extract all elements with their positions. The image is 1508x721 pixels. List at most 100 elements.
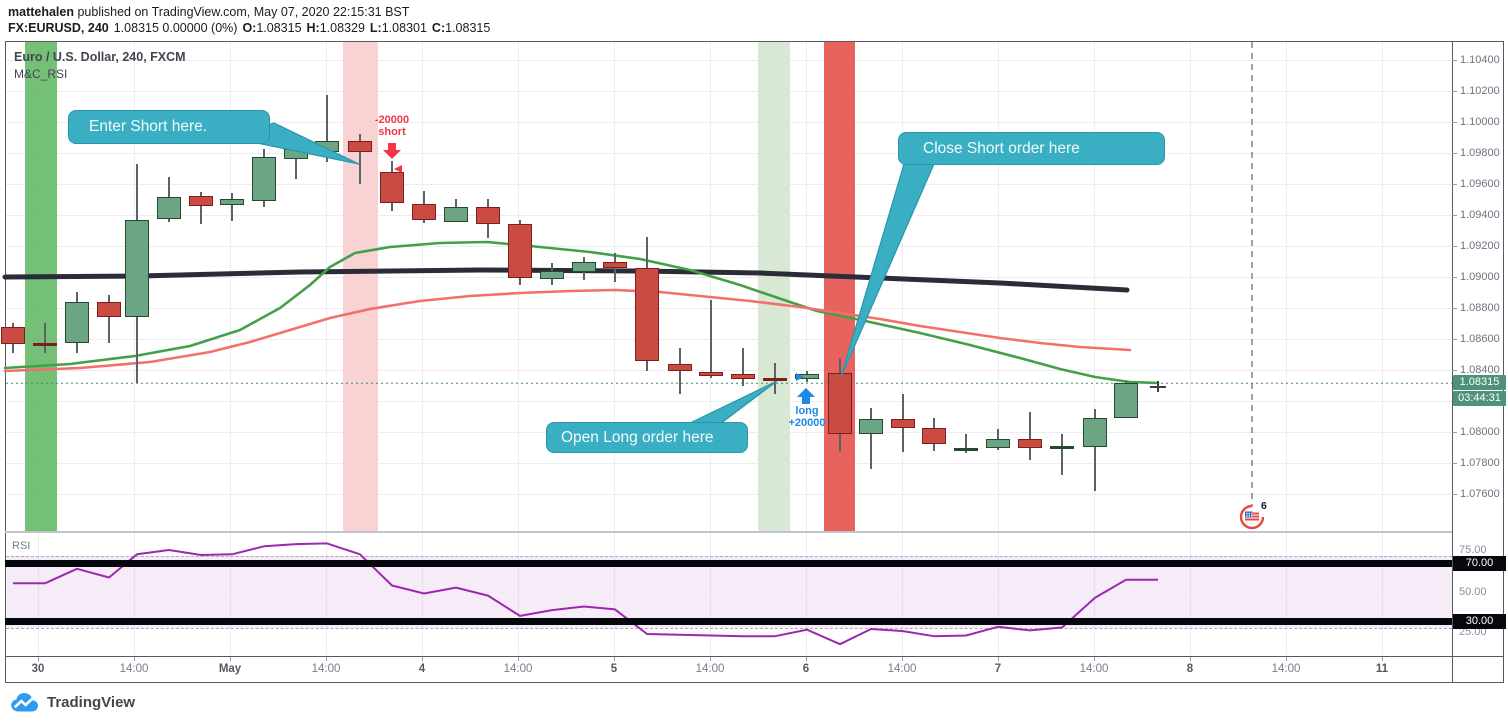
current-price-badge: 1.08315 (1453, 375, 1506, 390)
price-axis-label[interactable]: 1.08400 (1460, 364, 1500, 376)
vertical-gridline-rsi (998, 533, 999, 655)
rsi-upper-band-70 (5, 560, 1452, 567)
publish-info: mattehalen published on TradingView.com,… (8, 5, 409, 20)
horizontal-gridline (6, 277, 1452, 278)
long-entry-right-arrow-icon (796, 373, 804, 381)
vertical-gridline (518, 42, 519, 531)
candle-down (348, 140, 372, 152)
time-axis-label[interactable]: 6 (802, 663, 810, 675)
price-axis-label[interactable]: 1.10200 (1460, 85, 1500, 97)
vertical-gridline (1286, 42, 1287, 531)
rsi-axis-75[interactable]: 75.00 (1459, 544, 1487, 556)
price-axis-tick (1452, 370, 1457, 371)
short-entry-left-arrow-icon (394, 165, 402, 173)
vertical-gridline-rsi (1382, 533, 1383, 655)
time-axis-tick (1190, 657, 1191, 661)
candle-up (1114, 383, 1138, 419)
candle-wick (1094, 409, 1096, 491)
long-qty-label: long +20000 (788, 405, 826, 429)
time-axis-tick (326, 657, 327, 661)
current-bar-tick (1157, 381, 1159, 392)
time-axis-label[interactable]: 4 (418, 663, 426, 675)
candle-up (65, 302, 89, 344)
time-axis-label[interactable]: 5 (610, 663, 618, 675)
price-axis-label[interactable]: 1.10400 (1460, 54, 1500, 66)
author-name: mattehalen (8, 5, 74, 19)
candle-wick (231, 193, 233, 222)
price-axis-tick (1452, 494, 1457, 495)
vertical-gridline (422, 42, 423, 531)
price-axis-tick (1452, 463, 1457, 464)
price-axis-label[interactable]: 1.07800 (1460, 457, 1500, 469)
close-short-callout[interactable]: Close Short order here (898, 132, 1165, 165)
rsi-axis-50[interactable]: 50.00 (1459, 586, 1487, 598)
price-axis-label[interactable]: 1.08600 (1460, 333, 1500, 345)
price-axis-label[interactable]: 1.07600 (1460, 488, 1500, 500)
time-axis-label[interactable]: 7 (994, 663, 1002, 675)
time-axis-label[interactable]: 11 (1375, 663, 1389, 675)
time-axis-label[interactable]: 14:00 (311, 663, 341, 675)
candle-down (476, 207, 500, 225)
short-entry-down-arrow-icon (383, 143, 401, 159)
enter-short-callout[interactable]: Enter Short here. (68, 110, 270, 144)
horizontal-gridline (6, 246, 1452, 247)
economic-event-icon[interactable] (1238, 502, 1270, 532)
price-axis-label[interactable]: 1.10000 (1460, 116, 1500, 128)
publish-text: published on TradingView.com, May 07, 20… (74, 5, 410, 19)
time-axis-label[interactable]: 8 (1186, 663, 1194, 675)
rsi-dashed-level (6, 628, 1452, 630)
candle-down (189, 196, 213, 207)
horizontal-gridline (6, 91, 1452, 92)
time-axis-label[interactable]: 14:00 (1271, 663, 1301, 675)
vertical-gridline-rsi (1094, 533, 1095, 655)
time-axis-tick (518, 657, 519, 661)
time-axis-label[interactable]: 14:00 (119, 663, 149, 675)
tradingview-logo[interactable]: TradingView (10, 690, 135, 714)
price-axis-tick (1452, 215, 1457, 216)
time-axis-label[interactable]: 30 (31, 663, 45, 675)
time-axis-label[interactable]: 14:00 (1079, 663, 1109, 675)
close-short-callout-text: Close Short order here (923, 139, 1080, 157)
horizontal-gridline (6, 122, 1452, 123)
vertical-gridline (806, 42, 807, 531)
price-axis-label[interactable]: 1.09000 (1460, 271, 1500, 283)
candle-down (1, 327, 25, 344)
candle-down (731, 373, 755, 379)
time-axis-label[interactable]: 14:00 (503, 663, 533, 675)
chart-title: Euro / U.S. Dollar, 240, FXCM (14, 50, 186, 64)
vertical-gridline (902, 42, 903, 531)
time-axis-tick (614, 657, 615, 661)
open-long-callout[interactable]: Open Long order here (546, 422, 748, 453)
price-axis-label[interactable]: 1.09200 (1460, 240, 1500, 252)
price-axis-tick (1452, 60, 1457, 61)
candle-wick (359, 133, 361, 185)
time-axis-tick (806, 657, 807, 661)
time-axis-tick (1094, 657, 1095, 661)
rsi-axis-25[interactable]: 25.00 (1459, 626, 1487, 638)
price-axis-label[interactable]: 1.08800 (1460, 302, 1500, 314)
candle-down (603, 261, 627, 268)
vertical-gridline-rsi (134, 533, 135, 655)
candle-down (33, 342, 57, 346)
rsi-lower-band-30 (5, 618, 1452, 625)
price-axis-label[interactable]: 1.09800 (1460, 147, 1500, 159)
time-axis-label[interactable]: 14:00 (887, 663, 917, 675)
candle-up (125, 219, 149, 318)
candle-up (444, 207, 468, 222)
price-axis-label[interactable]: 1.08000 (1460, 426, 1500, 438)
price-axis-label[interactable]: 1.09600 (1460, 178, 1500, 190)
price-axis-label[interactable]: 1.09400 (1460, 209, 1500, 221)
price-axis-tick (1452, 153, 1457, 154)
vertical-gridline (1190, 42, 1191, 531)
candle-up (220, 199, 244, 206)
open-long-callout-text: Open Long order here (561, 428, 714, 446)
candle-down (1018, 439, 1042, 449)
time-axis-tick (710, 657, 711, 661)
time-axis-tick (1382, 657, 1383, 661)
price-axis-tick (1452, 432, 1457, 433)
time-axis-label[interactable]: May (218, 663, 242, 675)
event-count-badge: 6 (1261, 500, 1267, 512)
highlight-band-1 (343, 42, 378, 531)
time-axis-label[interactable]: 14:00 (695, 663, 725, 675)
